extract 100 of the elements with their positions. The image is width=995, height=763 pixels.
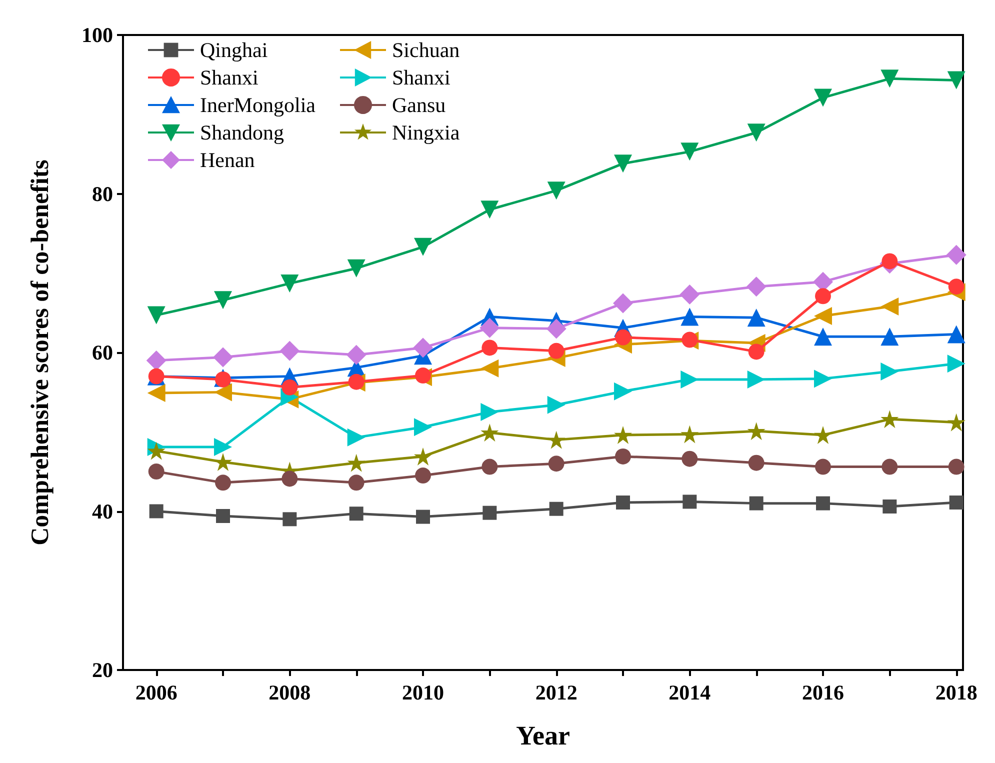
point [480, 200, 499, 219]
point [413, 338, 433, 358]
point [882, 253, 898, 270]
point [280, 340, 300, 361]
legend-label: Gansu [392, 93, 446, 117]
point [616, 496, 630, 510]
x-tick-label: 2010 [402, 680, 444, 704]
point [282, 512, 297, 526]
point [880, 70, 899, 88]
point [882, 458, 898, 475]
point [349, 506, 364, 521]
point [414, 238, 432, 256]
point [814, 370, 832, 388]
point [415, 468, 431, 484]
point [947, 71, 966, 90]
point [348, 474, 364, 491]
x-tick-label: 2008 [268, 680, 311, 704]
point [214, 453, 232, 472]
y-tick-label: 100 [82, 23, 113, 47]
point [480, 424, 499, 442]
point [680, 284, 700, 305]
point [414, 447, 432, 466]
point [948, 278, 964, 295]
point [880, 328, 899, 346]
point [946, 244, 966, 265]
point [947, 325, 966, 344]
point [816, 496, 830, 510]
point [882, 499, 897, 514]
legend-label: Qinghai [200, 38, 268, 62]
legend-label: Henan [200, 148, 256, 172]
point [548, 456, 564, 472]
point [216, 509, 230, 524]
point [480, 359, 499, 378]
point [947, 413, 966, 432]
point [347, 259, 366, 278]
point [215, 474, 231, 491]
point [815, 288, 831, 304]
point [614, 382, 632, 400]
point [282, 379, 298, 396]
point [615, 329, 631, 346]
point [880, 297, 899, 316]
x-tick-label: 2012 [535, 680, 578, 704]
legend-label: Shandong [200, 120, 284, 144]
legend-label: Shanxi [200, 66, 258, 90]
point [680, 425, 699, 444]
point [214, 383, 232, 402]
point [747, 422, 766, 440]
y-tick-label: 40 [92, 499, 113, 524]
point [147, 306, 166, 324]
point [815, 458, 831, 475]
point [615, 448, 631, 464]
point [880, 362, 899, 381]
point [547, 182, 566, 200]
point [747, 308, 766, 327]
point [214, 438, 232, 456]
point [947, 354, 966, 373]
point [680, 308, 699, 326]
y-tick-label: 20 [92, 658, 113, 682]
point [147, 442, 166, 460]
point [213, 347, 233, 368]
legend-label: Ningxia [392, 120, 460, 144]
point [748, 344, 764, 360]
point [747, 124, 766, 142]
point [416, 510, 430, 524]
point [347, 454, 366, 472]
point [482, 340, 498, 356]
point [680, 142, 699, 161]
point [814, 88, 832, 107]
point [346, 344, 366, 365]
point [215, 371, 231, 388]
point [747, 370, 766, 388]
point [482, 458, 498, 475]
point [749, 496, 764, 510]
point [748, 454, 764, 471]
point [614, 154, 632, 173]
y-axis-title: Comprehensive scores of co-benefits [27, 159, 54, 546]
point [549, 502, 564, 516]
legend-label: Shanxi [392, 66, 450, 90]
point [480, 318, 500, 338]
point [814, 328, 832, 346]
y-tick-label: 60 [92, 340, 113, 364]
point [548, 342, 564, 359]
point [614, 426, 632, 444]
point [948, 458, 964, 475]
point [280, 274, 299, 292]
point [949, 496, 964, 510]
y-tick-label: 80 [92, 182, 113, 206]
point [682, 494, 697, 509]
point [547, 396, 566, 414]
point [613, 293, 633, 314]
point [148, 464, 164, 480]
point [414, 418, 432, 436]
point [149, 504, 164, 518]
legend-label: InerMongolia [200, 93, 316, 117]
x-tick-label: 2006 [135, 680, 178, 704]
legend-label: Sichuan [392, 38, 460, 62]
point [814, 306, 832, 325]
point [682, 450, 698, 467]
point [282, 470, 298, 487]
x-axis-title: Year [516, 720, 570, 750]
